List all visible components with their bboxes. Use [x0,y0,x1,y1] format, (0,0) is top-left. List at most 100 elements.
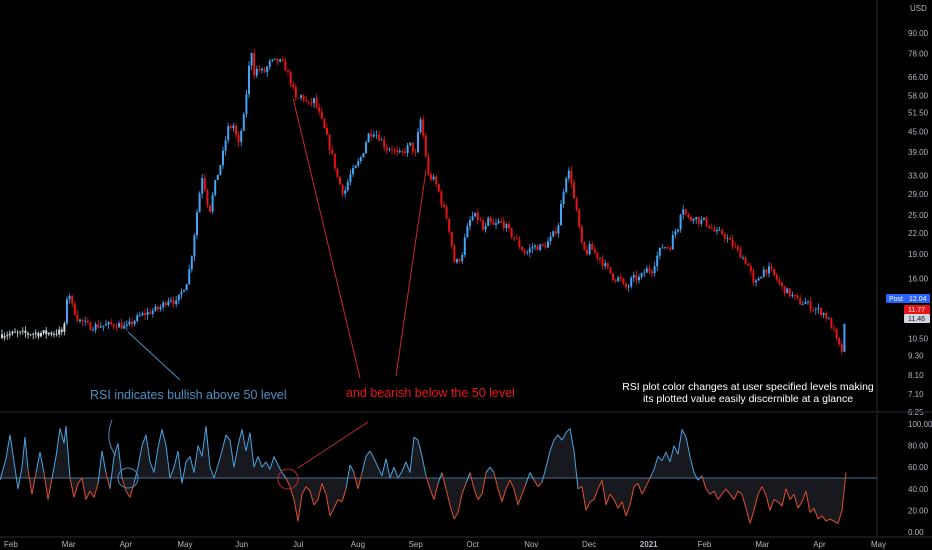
candle [664,246,666,250]
candle [149,308,152,315]
time-axis[interactable]: Feb Mar Apr May Jun Jul Aug Sep Oct Nov Dec 2021 Feb… [0,536,932,549]
rsi-segment [425,475,431,489]
rsi-segment [121,477,127,492]
time-axis-label: Aug [351,540,365,549]
rsi-segment [557,434,563,441]
rsi-segment [421,456,427,476]
rsi-segment [293,499,299,522]
rsi-tick-label: 0.00 [908,528,924,537]
candle [648,264,651,275]
rsi-segment [117,443,123,479]
candle [476,208,479,225]
bullish-annotation: RSI indicates bullish above 50 level [90,388,287,402]
rsi-segment [205,426,211,468]
rsi-segment [673,445,679,455]
candle [440,189,443,208]
bearish-annotation: and bearish below the 50 level [346,386,515,400]
candle [804,297,807,305]
rsi-segment [153,447,159,473]
rsi-segment [181,461,187,484]
candle [190,255,193,273]
post-tag: Post 12.04 [886,294,930,303]
rsi-segment [357,472,363,489]
rsi-segment [209,467,215,479]
rsi-segment [217,450,223,466]
price-tick-label: 45.00 [908,128,929,137]
candle [58,326,61,338]
candle [419,117,422,134]
candle [721,227,724,236]
candle [567,167,570,182]
annotation-lines [108,97,427,469]
candle [385,143,388,155]
time-axis-label: 2021 [640,540,658,549]
candle [76,310,79,322]
candle [362,152,365,158]
rsi-axis: 100.00 80.00 60.00 40.00 20.00 0.00 [908,420,932,537]
rsi-segment [753,494,759,511]
time-axis-label: Apr [120,540,133,549]
rsi-segment [685,436,691,457]
candle [570,166,573,188]
candle [710,223,713,230]
rsi-segment [509,479,515,490]
rsi-segment [229,440,235,468]
candle [497,218,500,225]
rsi-segment [821,515,827,522]
candle [773,268,776,277]
bearish-callout-line-left [292,97,361,379]
candle [703,217,705,221]
rsi-segment [581,486,587,511]
rsi-segment [389,467,395,479]
candle [526,249,529,256]
candle [827,316,830,320]
candle [333,153,336,171]
candle [560,200,562,226]
candle [679,213,682,233]
rsi-segment [133,467,139,484]
candle [248,61,250,99]
rsi-segment [561,432,567,441]
candle [554,226,557,236]
candle [144,308,146,321]
candle [643,269,646,278]
candle [817,303,820,314]
rsi-segment [109,456,115,489]
candle [593,245,596,255]
rsi-segment [397,471,403,479]
candle [331,145,334,155]
candle [123,321,126,329]
price-pane[interactable] [1,48,846,355]
candle [801,300,804,306]
rsi-segment [665,451,671,462]
candle [523,248,526,257]
candle [843,323,846,353]
rsi-segment [173,450,179,468]
gray-price-tag: 11.46 [904,314,930,323]
candle [463,233,466,258]
candle [320,107,323,120]
candle [495,218,497,230]
candle [266,65,269,77]
price-tick-label: 25.00 [908,211,929,220]
candle [669,245,672,252]
rsi-segment [549,440,555,452]
candle [474,212,477,217]
candle [53,331,55,338]
rsi-segment [477,493,483,500]
candle [716,226,718,235]
candle [289,70,292,88]
candle [437,183,440,193]
candle [141,311,144,317]
candle [50,331,53,337]
candle [580,224,583,245]
candle [575,197,578,212]
time-axis-label: Mar [755,540,769,549]
rsi-segment [213,464,219,479]
red-price-tag-value: 11.77 [908,307,925,314]
candle [222,146,224,169]
rsi-segment [59,428,65,444]
candle [242,112,245,132]
rsi-pane[interactable]: 100.00 80.00 60.00 40.00 20.00 0.00 [0,414,932,537]
